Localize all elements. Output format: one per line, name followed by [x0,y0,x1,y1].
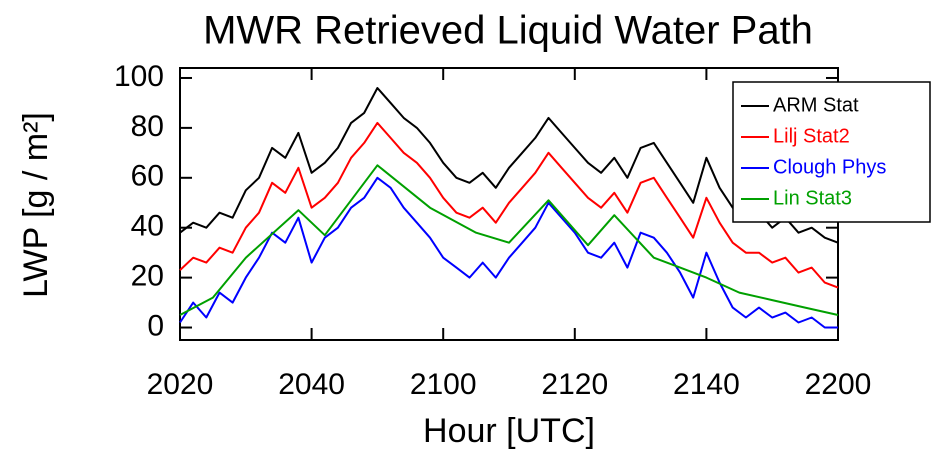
x-tick-label: 2200 [805,368,872,401]
legend-label: Clough Phys [773,156,886,178]
y-tick-label: 20 [131,260,164,293]
legend-label: Lin Stat3 [773,187,852,209]
series-line [179,176,838,329]
series-line [179,121,839,289]
legend: ARM Stat Lilj Stat2 Clough Phys Lin Stat3 [732,81,931,223]
y-tick-label: 60 [131,160,164,193]
y-tick-label: 80 [131,110,164,143]
x-tick-label: 2140 [673,368,740,401]
y-tick-label: 100 [114,60,164,93]
legend-label: ARM Stat [773,94,859,116]
x-tick-label: 2040 [278,368,345,401]
y-tick-label: 40 [131,210,164,243]
series-line [179,164,839,316]
y-axis-label: LWP [g / m²] [17,112,55,298]
legend-label: Lilj Stat2 [773,125,850,147]
y-tick-label: 0 [147,309,164,342]
chart-title: MWR Retrieved Liquid Water Path [203,9,813,53]
x-tick-label: 2120 [541,368,608,401]
x-axis-label: Hour [UTC] [423,412,595,450]
series-line [179,87,839,244]
x-tick-label: 2100 [410,368,477,401]
x-tick-label: 2020 [147,368,214,401]
